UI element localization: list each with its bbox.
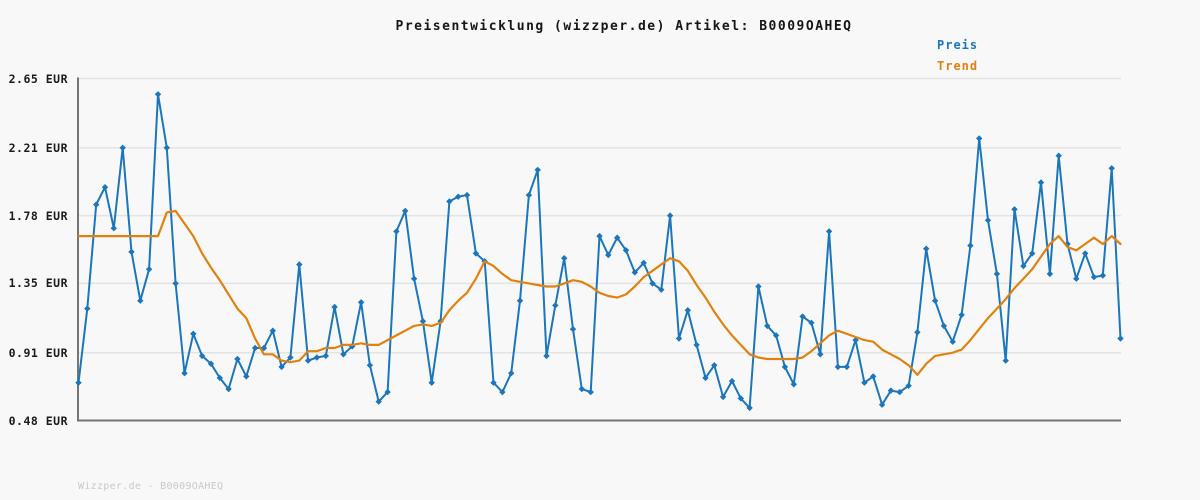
y-tick-label: 1.78 EUR (8, 208, 68, 223)
legend-label-preis: Preis (937, 38, 979, 52)
series-line-preis (77, 93, 1122, 409)
chart-legend: Preis Trend (937, 39, 978, 81)
chart-title: Preisentwicklung (wizzper.de) Artikel: B… (395, 19, 853, 34)
watermark: Wizzper.de - B0009OAHEQ (78, 481, 224, 492)
y-tick-label: 0.91 EUR (8, 345, 68, 360)
series-line-trend (77, 209, 1122, 376)
y-tick-label: 2.65 EUR (8, 71, 68, 86)
legend-label-trend: Trend (937, 59, 979, 73)
y-tick-label: 2.21 EUR (8, 140, 68, 155)
y-tick-label: 0.48 EUR (8, 413, 68, 428)
y-tick-label: 1.35 EUR (8, 276, 68, 291)
